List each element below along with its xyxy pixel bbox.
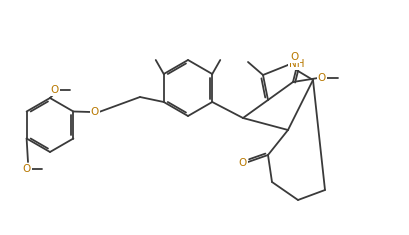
Text: NH: NH xyxy=(288,59,304,69)
Text: O: O xyxy=(23,164,31,174)
Text: O: O xyxy=(317,73,325,83)
Text: O: O xyxy=(51,85,59,95)
Text: O: O xyxy=(290,52,299,62)
Text: O: O xyxy=(238,158,247,168)
Text: O: O xyxy=(91,107,99,117)
